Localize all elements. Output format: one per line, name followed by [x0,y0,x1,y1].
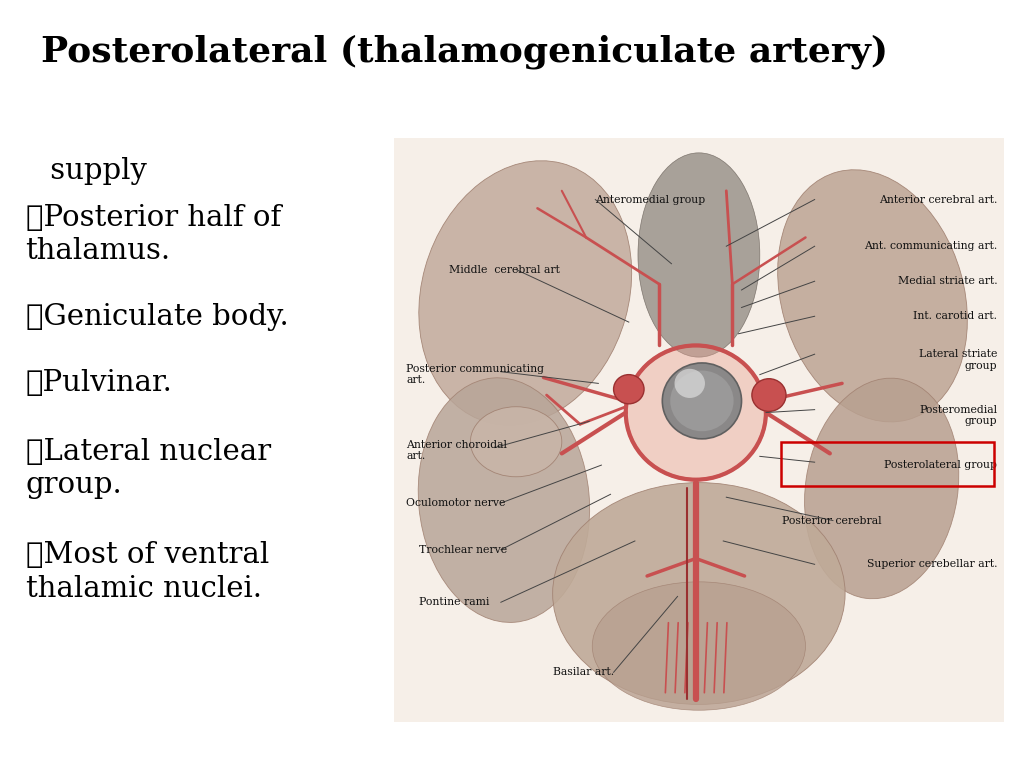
Text: Superior cerebellar art.: Superior cerebellar art. [867,559,997,569]
Circle shape [671,370,733,432]
Text: Posterior communicating
art.: Posterior communicating art. [407,364,545,386]
Text: Pontine rami: Pontine rami [419,598,489,607]
Text: Posterolateral (thalamogeniculate artery): Posterolateral (thalamogeniculate artery… [41,35,888,69]
Text: Int. carotid art.: Int. carotid art. [913,311,997,321]
Circle shape [663,363,741,439]
Ellipse shape [592,582,806,710]
Text: Middle  cerebral art: Middle cerebral art [450,264,560,275]
Text: ➤Lateral nuclear
group.: ➤Lateral nuclear group. [26,438,270,499]
Text: supply: supply [41,157,146,185]
Circle shape [675,369,705,398]
Ellipse shape [470,407,562,477]
Ellipse shape [805,378,958,599]
Ellipse shape [418,378,590,622]
Text: Oculomotor nerve: Oculomotor nerve [407,498,506,508]
Text: ➤Geniculate body.: ➤Geniculate body. [26,303,289,331]
Ellipse shape [419,161,632,425]
Text: Trochlear nerve: Trochlear nerve [419,545,507,554]
Bar [781,442,994,485]
Ellipse shape [777,170,968,422]
Circle shape [613,375,644,404]
Text: Posterolateral group: Posterolateral group [885,460,997,470]
Ellipse shape [553,482,845,704]
Text: Basilar art.: Basilar art. [553,667,613,677]
Text: Posteromedial
group: Posteromedial group [920,405,997,426]
Text: ➤Pulvinar.: ➤Pulvinar. [26,369,172,396]
Text: ➤Most of ventral
thalamic nuclei.: ➤Most of ventral thalamic nuclei. [26,541,269,603]
Circle shape [752,379,786,412]
Text: Anterior cerebral art.: Anterior cerebral art. [879,194,997,204]
Text: Lateral striate
group: Lateral striate group [920,349,997,371]
Text: Anterior choroidal
art.: Anterior choroidal art. [407,440,508,462]
Text: Ant. communicating art.: Ant. communicating art. [864,241,997,251]
Text: Anteromedial group: Anteromedial group [595,194,706,204]
Text: Posterior cerebral: Posterior cerebral [782,515,882,525]
Circle shape [626,346,766,480]
Ellipse shape [638,153,760,357]
Text: ➤Posterior half of
thalamus.: ➤Posterior half of thalamus. [26,204,281,265]
Text: Medial striate art.: Medial striate art. [898,276,997,286]
